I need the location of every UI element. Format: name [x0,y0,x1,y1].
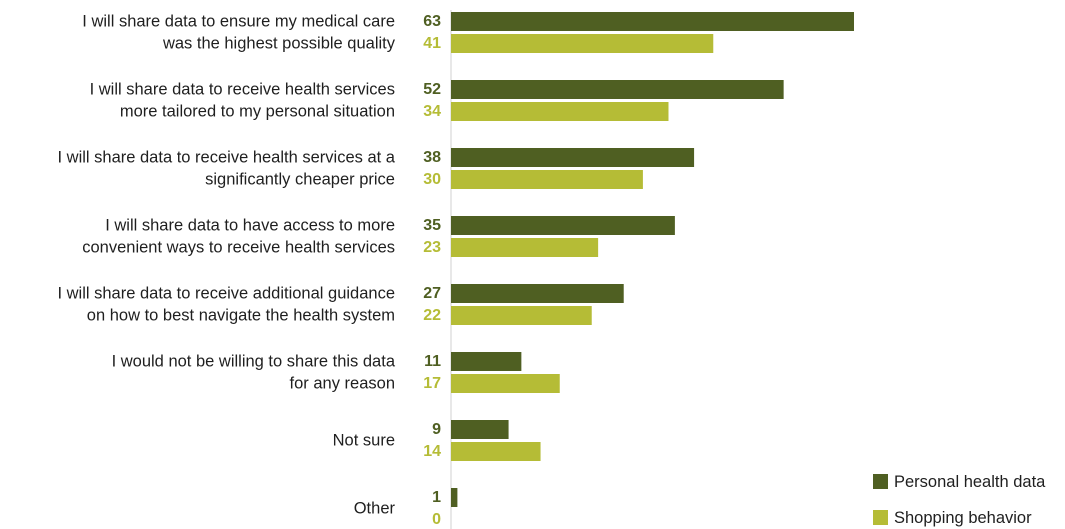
legend-item-personal-health-data: Personal health data [873,473,1046,491]
value-label-shopping-behavior: 22 [423,307,441,324]
legend-item-shopping-behavior: Shopping behavior [873,509,1032,527]
value-label-shopping-behavior: 0 [432,511,441,528]
category-label: I will share data to have access to more [105,217,395,235]
value-label-personal-health-data: 52 [423,81,441,98]
category-label: I will share data to receive health serv… [57,149,395,167]
bar-personal-health-data [451,488,458,507]
value-label-personal-health-data: 1 [432,489,441,506]
bar-shopping-behavior [451,102,669,121]
category-label: more tailored to my personal situation [120,103,395,121]
legend-swatch [873,474,888,489]
bar-personal-health-data [451,12,854,31]
bar-personal-health-data [451,284,624,303]
legend-label: Shopping behavior [894,509,1032,527]
bar-shopping-behavior [451,374,560,393]
bar-shopping-behavior [451,238,599,257]
bar-personal-health-data [451,420,509,439]
bar-personal-health-data [451,352,522,371]
category-label: on how to best navigate the health syste… [87,307,395,325]
value-label-shopping-behavior: 17 [423,375,441,392]
bar-personal-health-data [451,216,675,235]
legend-swatch [873,510,888,525]
value-label-shopping-behavior: 41 [423,35,441,52]
legend-label: Personal health data [894,473,1046,491]
category-label: Other [354,500,396,518]
value-label-shopping-behavior: 23 [423,239,441,256]
bar-shopping-behavior [451,306,592,325]
value-label-personal-health-data: 35 [423,217,441,234]
value-label-shopping-behavior: 30 [423,171,441,188]
bar-shopping-behavior [451,170,643,189]
value-label-personal-health-data: 27 [423,285,441,302]
labels-layer: 63 41 I will share data to ensure my medic… [57,13,441,529]
legend: Personal health data Shopping behavior [873,473,1046,527]
category-label: I will share data to receive health serv… [90,81,395,99]
value-label-personal-health-data: 9 [432,421,441,438]
bar-personal-health-data [451,148,695,167]
value-label-shopping-behavior: 34 [423,103,441,120]
category-label: I will share data to receive additional … [57,285,395,303]
bar-shopping-behavior [451,442,541,461]
category-label: Not sure [333,432,395,450]
value-label-shopping-behavior: 14 [423,443,441,460]
category-label: significantly cheaper price [205,171,395,189]
category-label: was the highest possible quality [162,35,396,53]
value-label-personal-health-data: 11 [424,353,441,370]
bar-shopping-behavior [451,34,714,53]
value-label-personal-health-data: 38 [423,149,441,166]
category-label: I will share data to ensure my medical c… [82,13,395,31]
category-label: convenient ways to receive health servic… [82,239,395,257]
category-label: I would not be willing to share this dat… [112,353,396,371]
value-label-personal-health-data: 63 [423,13,441,30]
bar-personal-health-data [451,80,784,99]
bars-layer [451,12,854,507]
category-label: for any reason [290,375,395,393]
